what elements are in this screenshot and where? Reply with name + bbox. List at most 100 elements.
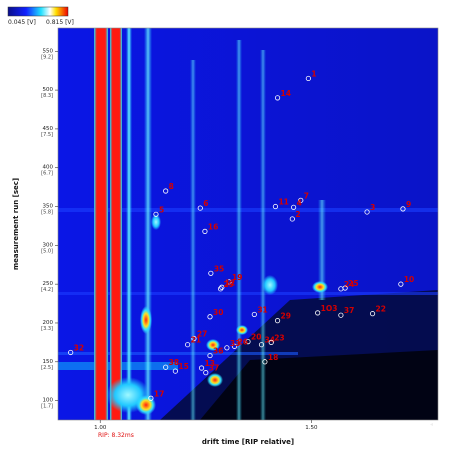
legend-max-label: 0.815 [V] [46, 19, 74, 26]
y-tick-label: 450 [43, 126, 54, 132]
peak-marker [342, 285, 348, 291]
y-tick-label: 500 [43, 87, 54, 93]
peak-marker [245, 338, 251, 345]
peak-marker [191, 335, 197, 342]
heatmap-drift-line [236, 40, 242, 420]
y-axis: 100[1.7] 150[2.5] 200[3.3] 250[4.2] 300[5.0]… [41, 48, 58, 410]
y-tick-label: 200 [43, 320, 54, 326]
heatmap-drift-line [190, 60, 196, 420]
peak-label: 7 [304, 191, 309, 200]
peak-marker [207, 314, 213, 320]
peak-marker [197, 205, 203, 211]
peak-marker [217, 286, 224, 292]
peak-label: 25 [348, 279, 358, 288]
color-legend: 0.045 [V] 0.815 [V] [7, 6, 74, 26]
peak-label: 18 [268, 353, 278, 362]
peak-label: 20 [251, 333, 261, 342]
peak-marker [224, 345, 230, 351]
peak-marker [207, 352, 213, 359]
peak-label: 2 [295, 210, 300, 219]
peak-label: 12 [225, 278, 235, 287]
peak-label: 36 [213, 347, 223, 356]
peak-label: 33 [230, 339, 240, 348]
peak-label: 22 [376, 305, 386, 314]
peak-label: 1 [311, 69, 316, 78]
heatmap-band [58, 292, 438, 295]
peak-marker [364, 209, 370, 215]
peak-label: 37 [209, 364, 219, 373]
peak-marker [298, 197, 304, 203]
peak-label: 15 [178, 362, 188, 371]
heatmap-band [58, 208, 438, 212]
peak-marker [203, 370, 209, 376]
peak-marker [338, 312, 344, 318]
y-tick-sublabel: [9.2] [41, 54, 53, 60]
peak-marker [369, 311, 376, 317]
peak-label: 27 [197, 329, 207, 338]
peak-label: 3 [370, 203, 375, 212]
peak-marker [185, 342, 191, 348]
y-tick-label: 100 [43, 398, 54, 404]
heatmap-spot [136, 395, 156, 415]
peak-marker [231, 343, 238, 349]
peak-label: 5 [159, 205, 164, 214]
y-tick-sublabel: [5.0] [41, 248, 53, 254]
peak-marker [258, 342, 265, 348]
y-tick-sublabel: [4.2] [41, 287, 53, 293]
heatmap-spot [312, 281, 328, 293]
heatmap-drift-line [318, 200, 326, 300]
peak-marker [289, 216, 295, 222]
y-tick-sublabel: [7.5] [41, 132, 53, 138]
rip-shoulder [126, 28, 132, 420]
peak-label: 16 [208, 222, 218, 231]
peak-label: 14 [281, 89, 291, 98]
peak-marker [251, 311, 257, 318]
heatmap-spot [207, 373, 223, 387]
peak-label: 32 [74, 343, 84, 352]
y-tick-label: 150 [43, 359, 54, 365]
heatmap-spot [151, 214, 161, 230]
legend-gradient-bar [7, 6, 69, 17]
peak-label: 26 [237, 337, 247, 346]
peak-label: 35 [214, 264, 224, 273]
peak-label: 4 [297, 198, 302, 207]
peak-label: 21 [191, 336, 201, 345]
peak-marker [202, 228, 208, 234]
peak-label: 24 [344, 280, 354, 289]
peak-marker [68, 349, 74, 356]
peak-marker [315, 310, 321, 316]
y-tick-label: 400 [43, 165, 54, 171]
peak-marker [226, 279, 232, 285]
peak-marker [262, 359, 268, 365]
y-tick-sublabel: [1.7] [41, 404, 53, 410]
peak-label: 19 [232, 273, 242, 282]
x-tick-label: 1.00 [94, 425, 107, 431]
y-tick-label: 300 [43, 242, 54, 248]
peak-label: 6 [203, 199, 208, 208]
peak-label: 29 [224, 280, 234, 289]
peak-label: 30 [213, 308, 223, 317]
y-tick-label: 550 [43, 48, 54, 54]
scroll-left-icon[interactable]: ◂ [430, 421, 433, 428]
peak-marker [163, 364, 169, 370]
x-axis: 1.00 1.50 [94, 420, 318, 431]
peak-label: 11 [278, 198, 288, 207]
peak-label: 17 [154, 389, 164, 398]
peak-marker [163, 188, 169, 194]
peak-marker [274, 95, 281, 101]
peak-marker [208, 270, 214, 276]
peak-marker [305, 75, 311, 82]
peak-label: 23 [274, 333, 284, 342]
peak-marker [290, 204, 297, 210]
peak-marker [172, 368, 178, 374]
x-tick-label: 1.50 [305, 425, 318, 431]
y-tick-sublabel: [8.3] [41, 93, 53, 99]
y-tick-sublabel: [3.3] [41, 326, 53, 332]
x-axis-label: drift time [RIP relative] [202, 438, 294, 446]
peak-marker [153, 211, 159, 217]
plot-frame [57, 27, 439, 421]
peak-label: 10 [404, 275, 414, 284]
peak-marker [198, 365, 205, 371]
